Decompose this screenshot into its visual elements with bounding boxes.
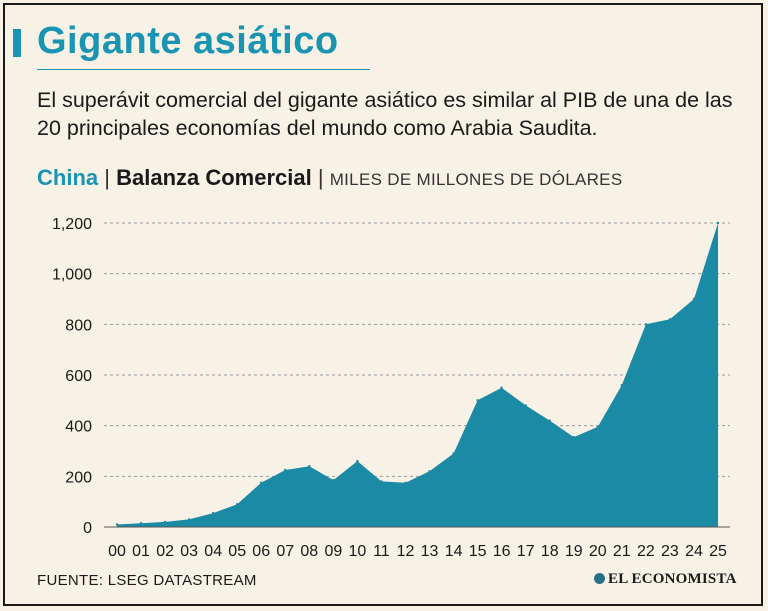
x-tick-label: 04 [204,543,222,560]
x-tick-label: 07 [276,543,294,560]
x-tick-label: 03 [180,543,198,560]
x-tick-label: 05 [228,543,246,560]
chart-heading: China | Balanza Comercial | MILES DE MIL… [37,165,622,191]
data-point [500,386,503,389]
data-point [260,481,263,484]
area-layer [104,221,730,528]
data-point [452,452,455,455]
x-tick-label: 17 [517,543,535,560]
data-point [380,480,383,483]
data-point [692,297,696,301]
data-point [404,481,407,484]
x-tick-label: 10 [349,543,367,560]
page-title: Gigante asiático [37,20,339,62]
data-point [332,478,335,482]
x-tick-label: 18 [541,543,559,560]
y-tick-label: 200 [65,469,92,486]
data-point [644,323,648,326]
x-tick-label: 16 [493,543,511,560]
title-accent-bar [13,29,21,57]
data-point [428,470,431,473]
page-subtitle: El superávit comercial del gigante asiát… [37,88,733,140]
data-point [284,468,287,472]
chart-units: MILES DE MILLONES DE DÓLARES [329,170,623,189]
x-tick-label: 14 [445,543,463,560]
data-point [139,522,143,525]
chart-series-name: Balanza Comercial [116,165,312,190]
logo-text: EL ECONOMISTA [608,571,737,587]
x-tick-label: 08 [300,543,318,560]
data-point [212,511,215,515]
x-tick-label: 19 [565,543,583,560]
data-point [187,518,191,521]
x-tick-label: 12 [397,543,415,560]
x-tick-label: 22 [637,543,655,560]
data-point [476,399,479,402]
x-tick-label: 21 [613,543,631,560]
logo-mark-icon [594,573,605,584]
chart-country: China [37,165,99,190]
heading-separator-1: | [104,165,110,190]
data-point [163,520,167,524]
y-tick-label: 1,000 [52,267,92,284]
y-tick-label: 0 [83,520,92,537]
data-point [524,404,527,407]
x-tick-label: 13 [421,543,439,560]
x-tick-label: 15 [469,543,487,560]
grid-lines [104,222,730,477]
y-tick-label: 600 [65,368,92,385]
y-tick-label: 400 [65,419,92,436]
data-point [716,221,720,225]
data-point [308,465,311,468]
data-point [620,383,623,387]
publisher-logo: EL ECONOMISTA [594,571,737,588]
series-area-china [117,223,718,527]
x-axis-ticks: 00 01 02 03 04 05 06 07 08 09 10 11 12 13 14 15 16 17 18 19… [108,543,727,560]
title-underline [37,69,370,70]
x-tick-label: 01 [132,543,150,560]
data-point [115,523,119,526]
x-tick-label: 06 [252,543,270,560]
heading-separator-2: | [317,165,324,190]
data-point [596,425,599,429]
y-tick-label: 800 [65,317,92,334]
x-tick-label: 09 [325,543,343,560]
x-tick-label: 24 [685,543,703,560]
y-axis-ticks: 0 200 400 600 800 1,000 1,200 [52,216,92,537]
x-tick-label: 00 [108,543,126,560]
data-point [572,435,575,439]
data-point [356,459,359,463]
x-tick-label: 02 [156,543,174,560]
y-tick-label: 1,200 [52,216,92,233]
x-tick-label: 23 [661,543,679,560]
data-point [548,419,551,422]
x-tick-label: 20 [589,543,607,560]
source-note: FUENTE: LSEG DATASTREAM [37,572,257,589]
data-point [236,503,239,506]
x-tick-label: 11 [373,543,390,560]
data-point [668,318,672,321]
x-tick-label: 25 [709,543,727,560]
